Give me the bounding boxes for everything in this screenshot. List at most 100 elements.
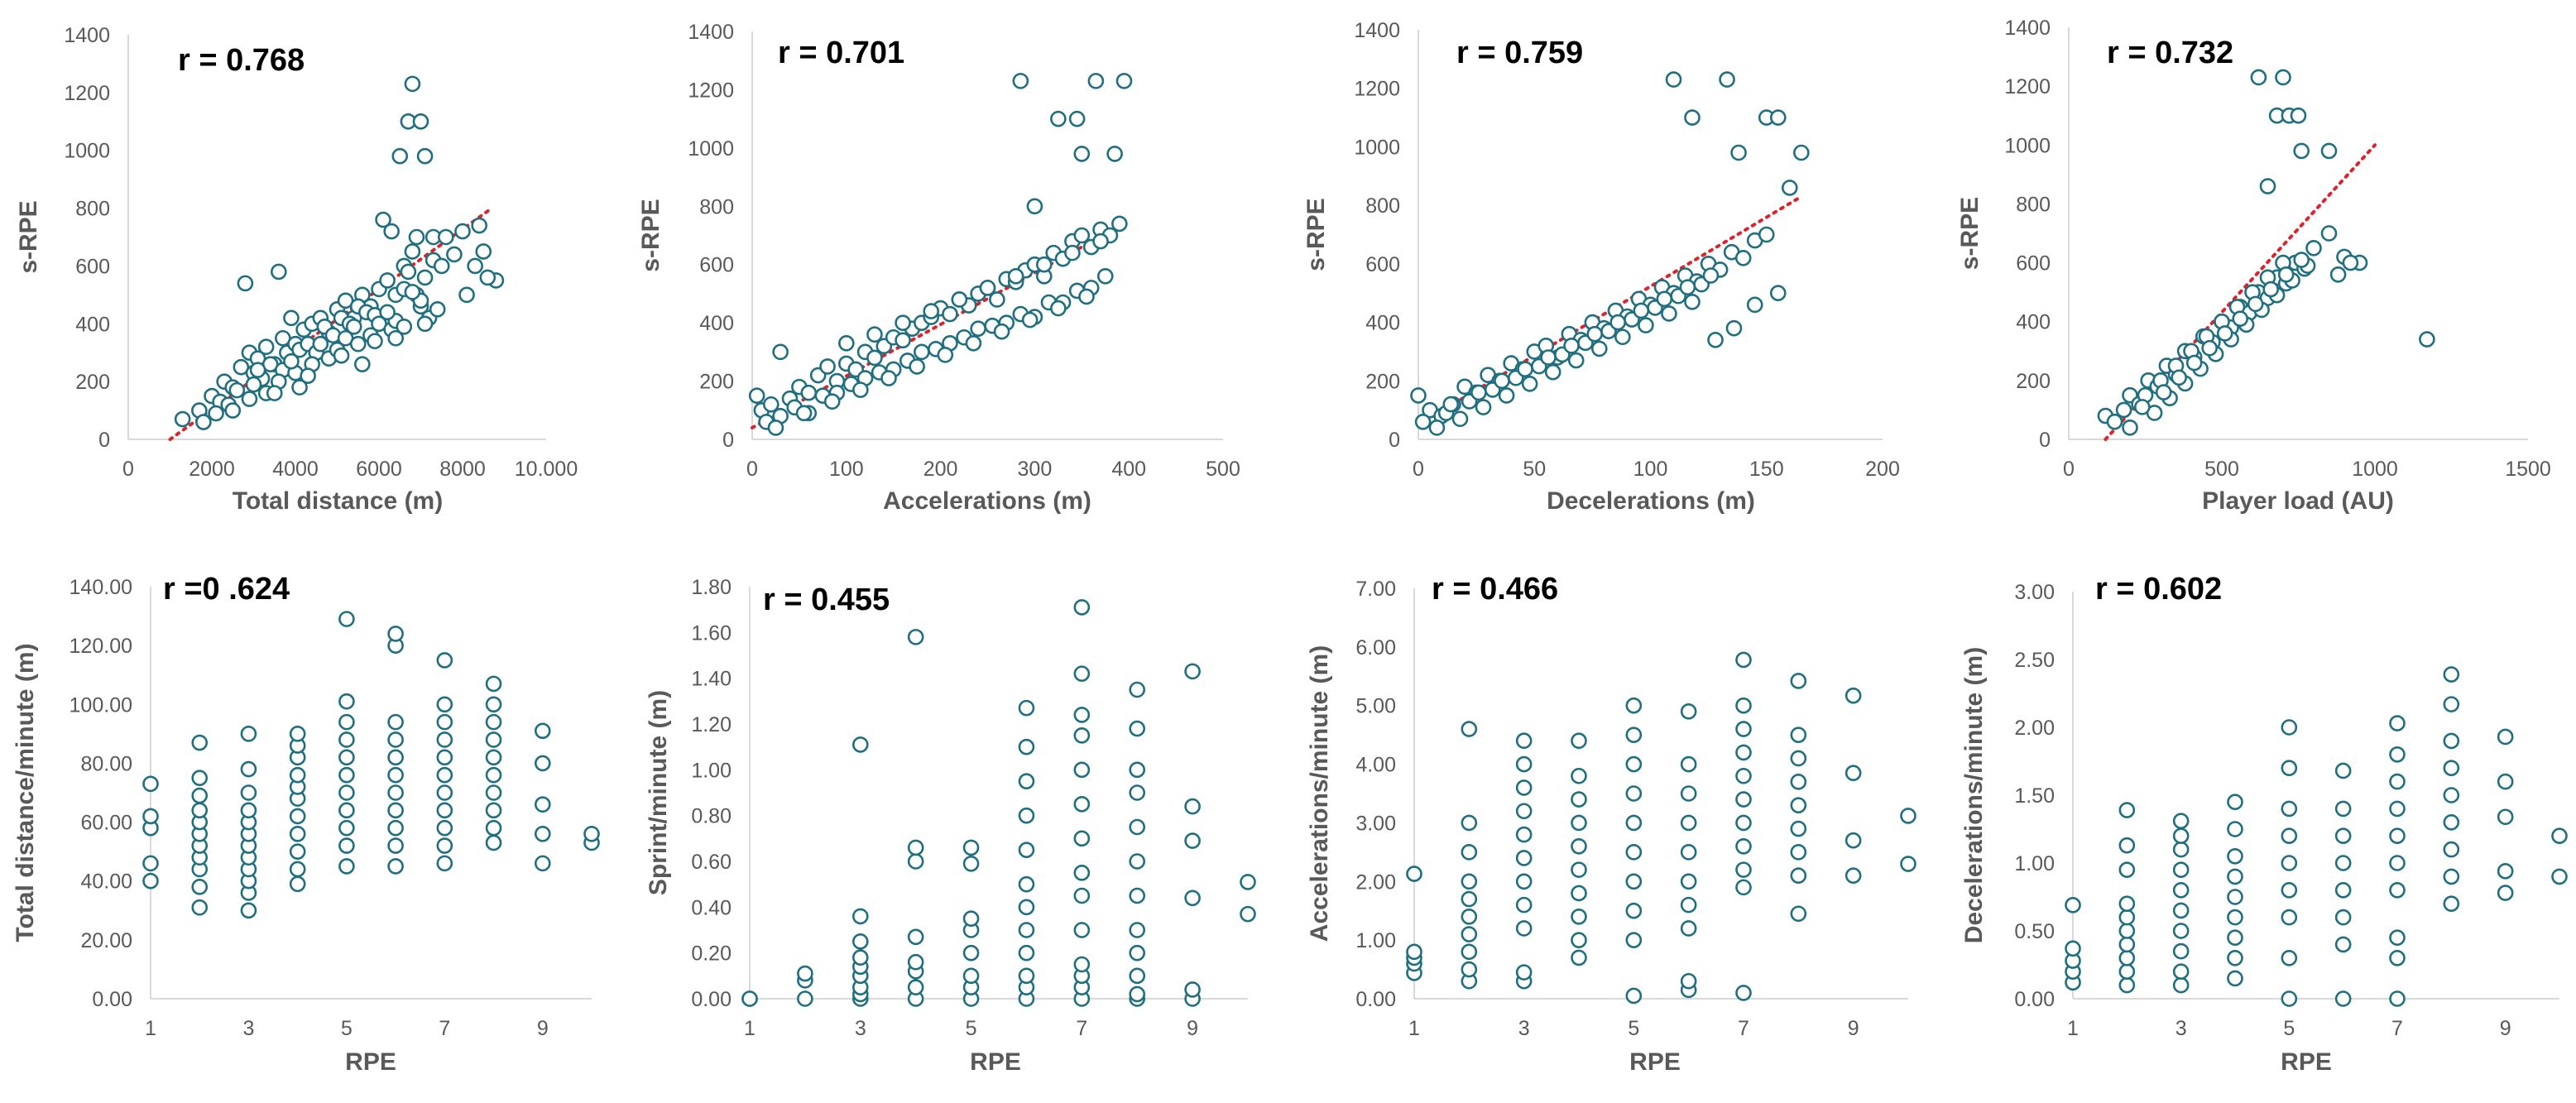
scatter-point — [2227, 889, 2243, 905]
x-tick-label: 5 — [341, 1017, 353, 1040]
scatter-point — [2334, 990, 2352, 1007]
scatter-point — [1494, 372, 1510, 390]
x-tick-label: 0 — [2063, 458, 2075, 481]
scatter-point — [1073, 599, 1091, 616]
scatter-point — [1735, 721, 1752, 737]
scatter-point — [416, 147, 434, 165]
scatter-point — [1073, 865, 1091, 881]
scatter-point — [1900, 856, 1916, 872]
scatter-point — [762, 396, 780, 413]
scatter-point — [1240, 874, 1256, 890]
scatter-point — [436, 652, 453, 669]
scatter-point — [283, 309, 300, 327]
x-tick-label: 7 — [1738, 1017, 1749, 1040]
scatter-point — [2172, 923, 2190, 939]
scatter-point — [1790, 797, 1807, 813]
scatter-point — [338, 784, 355, 801]
scatter-point — [191, 770, 209, 787]
y-tick-label: 60.00 — [80, 812, 132, 835]
panel-decelerations: 0 200 400 600 800 1000 1200 1400 0 50 100 150 200 Dec… — [1302, 19, 1900, 515]
scatter-point — [1129, 853, 1146, 870]
scatter-point — [1590, 340, 1608, 357]
x-tick-label: 5 — [966, 1017, 977, 1040]
scatter-point — [2227, 970, 2243, 987]
scatter-point — [391, 147, 409, 165]
scatter-point — [2172, 902, 2190, 919]
scatter-point — [479, 269, 496, 286]
scatter-point — [2389, 882, 2406, 899]
scatter-point — [1567, 352, 1585, 369]
x-tick-label: 6000 — [356, 458, 402, 481]
scatter-point — [2389, 990, 2406, 1007]
scatter-point — [1790, 905, 1807, 923]
y-tick-label: 600 — [699, 254, 734, 277]
scatter-point — [772, 343, 789, 361]
x-tick-label: 3 — [2175, 1017, 2187, 1040]
y-tick-label: 40.00 — [80, 870, 132, 894]
scatter-point — [454, 223, 471, 240]
y-axis-title: Accelerations/minute (m) — [1306, 645, 1333, 942]
scatter-point — [387, 784, 404, 801]
scatter-point — [1515, 896, 1533, 914]
scatter-point — [1782, 180, 1798, 196]
scatter-point — [2389, 827, 2406, 845]
scatter-point — [1571, 732, 1587, 750]
scatter-point — [404, 284, 421, 300]
scatter-point — [1073, 727, 1091, 744]
scatter-point — [1735, 879, 1752, 896]
scatter-point — [2227, 950, 2243, 966]
scatter-point — [1586, 325, 1603, 343]
scatter-point — [748, 387, 765, 404]
scatter-point — [2497, 808, 2514, 826]
y-tick-label: 2.50 — [2014, 649, 2055, 672]
scatter-point — [1410, 387, 1427, 404]
scatter-point — [333, 347, 350, 364]
scatter-point — [962, 967, 980, 985]
scatter-point — [1115, 73, 1133, 89]
scatter-point — [338, 766, 355, 784]
scatter-point — [2172, 882, 2190, 899]
y-tick-label: 0 — [722, 429, 734, 452]
scatter-point — [387, 766, 404, 784]
scatter-point — [338, 611, 355, 627]
panel-decelerations-per-minute: 0.00 0.50 1.00 1.50 2.00 2.50 3.00 1 3 5 7 9 RPE Dece… — [1960, 572, 2568, 1076]
x-tick-label: 9 — [1187, 1017, 1198, 1040]
scatter-point — [907, 629, 924, 645]
scatter-point — [2281, 882, 2298, 899]
scatter-point — [142, 775, 159, 793]
scatter-point — [534, 755, 551, 772]
scatter-point — [2172, 963, 2190, 980]
scatter-point — [345, 318, 362, 335]
x-axis-title: RPE — [2281, 1048, 2332, 1076]
x-axis-title: RPE — [345, 1048, 396, 1076]
scatter-point — [907, 853, 924, 870]
scatter-point — [2290, 107, 2307, 124]
scatter-point — [2172, 976, 2190, 994]
x-tick-label: 3 — [855, 1017, 866, 1040]
scatter-point — [1790, 750, 1807, 767]
x-tick-label: 0 — [1413, 458, 1424, 481]
scatter-point — [2118, 802, 2136, 818]
scatter-point — [195, 414, 212, 430]
scatter-point — [353, 356, 371, 372]
y-tick-label: 1000 — [64, 140, 110, 163]
scatter-point — [534, 796, 551, 813]
scatter-point — [1515, 803, 1533, 820]
panel-sprint-per-minute: 0.00 0.20 0.40 0.60 0.80 1.00 1.20 1.40 1.60 1.80… — [645, 576, 1256, 1076]
correlation-label: r = 0.701 — [778, 36, 904, 70]
scatter-point — [404, 75, 421, 93]
y-tick-label: 1200 — [688, 79, 734, 102]
scatter-point — [1702, 267, 1720, 284]
scatter-point — [1571, 909, 1587, 925]
scatter-point — [2497, 728, 2514, 746]
scatter-point — [1844, 867, 1862, 884]
y-axis-title: s-RPE — [637, 199, 664, 271]
scatter-point — [1625, 785, 1643, 802]
scatter-point — [993, 323, 1010, 340]
scatter-point — [436, 784, 453, 801]
scatter-point — [485, 819, 502, 837]
panel-total-distance-per-minute: 0.00 20.00 40.00 60.00 80.00 100.00 120.00 140.… — [12, 572, 600, 1076]
scatter-point — [237, 275, 254, 292]
y-tick-label: 1.00 — [1355, 929, 1396, 952]
